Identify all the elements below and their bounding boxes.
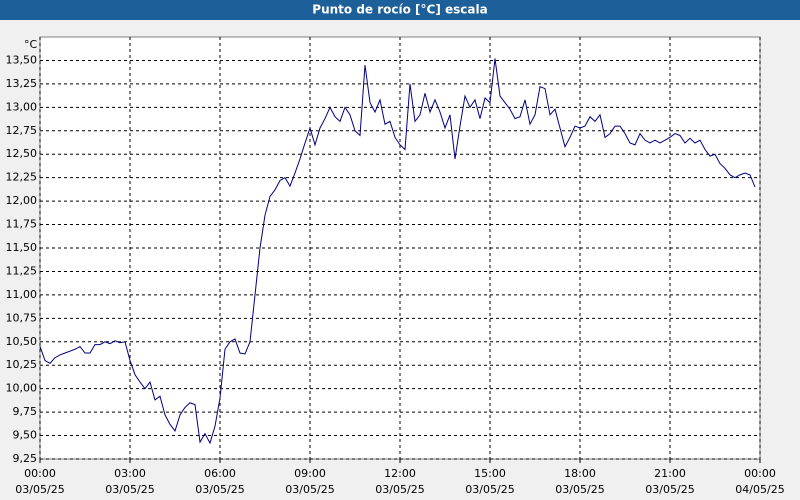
x-tick-label: 18:00 — [564, 467, 596, 480]
x-tick-label: 03/05/25 — [465, 483, 514, 496]
x-tick-label: 04/05/25 — [735, 483, 784, 496]
y-tick-label: 9,75 — [13, 405, 38, 418]
y-tick-label: 11,75 — [6, 218, 38, 231]
x-tick-label: 03/05/25 — [105, 483, 154, 496]
y-tick-label: 12,50 — [6, 147, 38, 160]
chart-title: Punto de rocío [°C] escala — [312, 3, 487, 17]
y-tick-label: 11,00 — [6, 288, 38, 301]
x-tick-label: 15:00 — [474, 467, 506, 480]
y-tick-label: 13,50 — [6, 53, 38, 66]
x-tick-label: 03/05/25 — [195, 483, 244, 496]
y-tick-label: 9,50 — [13, 429, 38, 442]
x-tick-label: 12:00 — [384, 467, 416, 480]
x-tick-label: 03/05/25 — [285, 483, 334, 496]
x-tick-label: 03/05/25 — [645, 483, 694, 496]
y-tick-label: 10,50 — [6, 335, 38, 348]
y-tick-label: 12,75 — [6, 124, 38, 137]
y-tick-label: 12,25 — [6, 171, 38, 184]
x-tick-label: 09:00 — [294, 467, 326, 480]
title-bar — [0, 0, 800, 20]
x-tick-label: 03/05/25 — [375, 483, 424, 496]
y-axis-label: °C — [24, 38, 38, 51]
y-tick-label: 10,25 — [6, 358, 38, 371]
y-tick-label: 11,25 — [6, 264, 38, 277]
x-tick-label: 03:00 — [114, 467, 146, 480]
y-tick-label: 12,00 — [6, 194, 38, 207]
data-line — [39, 58, 756, 445]
y-tick-label: 13,25 — [6, 77, 38, 90]
y-tick-label: 10,00 — [6, 382, 38, 395]
x-tick-label: 00:00 — [24, 467, 56, 480]
y-tick-label: 11,50 — [6, 241, 38, 254]
y-tick-label: 9,25 — [13, 452, 38, 465]
y-tick-label: 13,00 — [6, 100, 38, 113]
y-tick-label: 10,75 — [6, 311, 38, 324]
x-tick-label: 21:00 — [654, 467, 686, 480]
x-tick-label: 03/05/25 — [15, 483, 64, 496]
x-tick-label: 06:00 — [204, 467, 236, 480]
x-tick-label: 00:00 — [744, 467, 776, 480]
x-tick-label: 03/05/25 — [555, 483, 604, 496]
